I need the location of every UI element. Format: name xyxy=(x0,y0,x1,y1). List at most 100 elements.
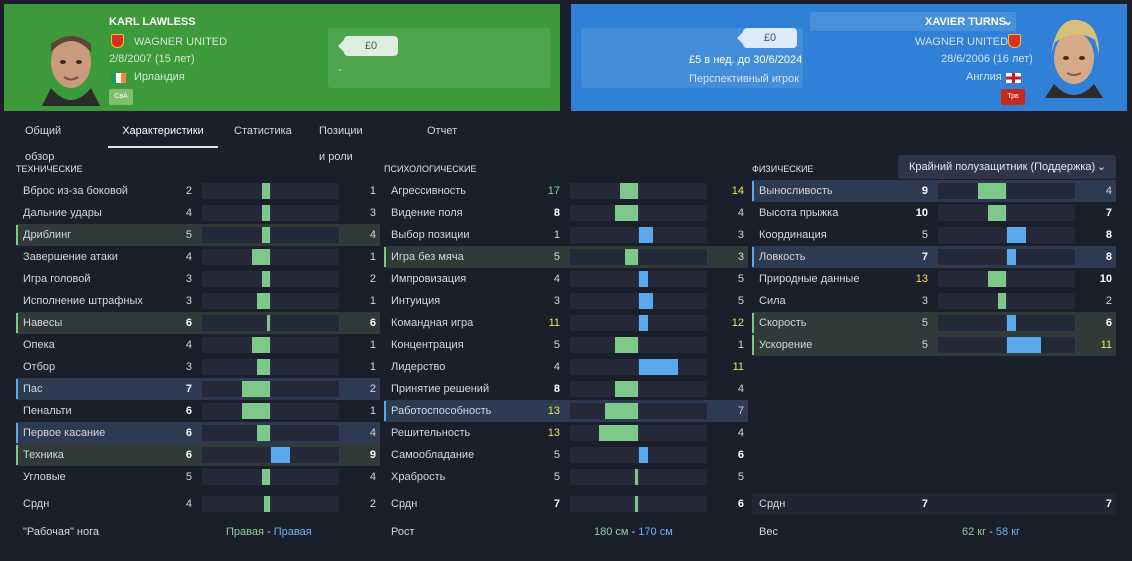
comparison-bar xyxy=(938,315,1075,331)
attribute-label: Опека xyxy=(23,339,55,351)
attribute-row[interactable]: Сила 3 2 xyxy=(752,290,1116,312)
attribute-row[interactable]: Исполнение штрафных 3 1 xyxy=(16,290,380,312)
weight-values: 62 кг - 58 кг xyxy=(962,519,1020,545)
attribute-row[interactable]: Природные данные 13 10 xyxy=(752,268,1116,290)
attribute-row[interactable]: Навесы 6 6 xyxy=(16,312,380,334)
attribute-row[interactable]: Храбрость 5 5 xyxy=(384,466,748,488)
attribute-row[interactable]: Принятие решений 8 4 xyxy=(384,378,748,400)
attribute-row[interactable]: Опека 4 1 xyxy=(16,334,380,356)
role-dropdown-label: Крайний полузащитник (Поддержка) xyxy=(909,161,1096,173)
attribute-row[interactable]: Концентрация 5 1 xyxy=(384,334,748,356)
bar-fill xyxy=(639,271,648,287)
bar-fill xyxy=(599,425,639,441)
tab-positions[interactable]: Позиции и роли xyxy=(319,125,363,163)
attribute-label: Игра без мяча xyxy=(391,251,464,263)
tab-attributes[interactable]: Характеристики xyxy=(108,118,218,148)
attribute-row[interactable]: Импровизация 4 5 xyxy=(384,268,748,290)
weight-row: Вес 62 кг - 58 кг xyxy=(752,519,1116,545)
bar-fill xyxy=(262,183,271,199)
player1-name[interactable]: KARL LAWLESS xyxy=(109,16,196,28)
bar-fill xyxy=(262,469,271,485)
player2-selector[interactable] xyxy=(810,12,1016,31)
tab-overview[interactable]: Общий обзор xyxy=(25,125,62,163)
player2-wage: £5 в нед. до 30/6/2024 xyxy=(689,54,803,66)
attribute-row[interactable]: Ловкость 7 8 xyxy=(752,246,1116,268)
attribute-value-a: 3 xyxy=(185,361,192,373)
attribute-row[interactable]: Угловые 5 4 xyxy=(16,466,380,488)
attribute-row[interactable]: Выносливость 9 4 xyxy=(752,180,1116,202)
attribute-row[interactable]: Лидерство 4 11 xyxy=(384,356,748,378)
attribute-row[interactable]: Техника 6 9 xyxy=(16,444,380,466)
average-value-b: 2 xyxy=(369,498,376,510)
comparison-bar xyxy=(570,359,707,375)
attribute-label: Дальние удары xyxy=(23,207,102,219)
attribute-row[interactable]: Агрессивность 17 14 xyxy=(384,180,748,202)
tab-report[interactable]: Отчет xyxy=(427,125,458,137)
attribute-value-a: 5 xyxy=(921,339,928,351)
attribute-value-a: 10 xyxy=(915,207,928,219)
bar-fill xyxy=(257,359,271,375)
chevron-down-icon: ⌄ xyxy=(1096,161,1106,173)
attribute-row[interactable]: Игра без мяча 5 3 xyxy=(384,246,748,268)
comparison-bar xyxy=(570,293,707,309)
attribute-row[interactable]: Самообладание 5 6 xyxy=(384,444,748,466)
comparison-bar xyxy=(202,315,339,331)
attribute-row[interactable]: Скорость 5 6 xyxy=(752,312,1116,334)
attribute-row[interactable]: Решительность 13 4 xyxy=(384,422,748,444)
comparison-bar xyxy=(202,337,339,353)
comparison-bar xyxy=(938,271,1075,287)
comparison-bar xyxy=(202,381,339,397)
bar-fill xyxy=(998,293,1007,309)
attribute-row[interactable]: Дальние удары 4 3 xyxy=(16,202,380,224)
attribute-label: Импровизация xyxy=(391,273,467,285)
attribute-value-a: 6 xyxy=(185,405,192,417)
bar-fill xyxy=(267,315,271,331)
attribute-value-a: 4 xyxy=(185,251,192,263)
attribute-value-a: 5 xyxy=(185,229,192,241)
attribute-value-b: 8 xyxy=(1105,251,1112,263)
attribute-row[interactable]: Работоспособность 13 7 xyxy=(384,400,748,422)
attribute-row[interactable]: Интуиция 3 5 xyxy=(384,290,748,312)
attribute-value-a: 11 xyxy=(548,317,560,329)
bar-fill xyxy=(978,183,1007,199)
attribute-label: Принятие решений xyxy=(391,383,490,395)
attribute-row[interactable]: Координация 5 8 xyxy=(752,224,1116,246)
comparison-bar xyxy=(570,403,707,419)
player2-face-image xyxy=(1037,14,1111,98)
player1-club[interactable]: WAGNER UNITED xyxy=(134,36,228,48)
tab-statistics[interactable]: Статистика xyxy=(234,125,292,137)
attribute-value-a: 8 xyxy=(553,383,560,395)
attribute-row[interactable]: Пенальти 6 1 xyxy=(16,400,380,422)
bar-fill xyxy=(639,359,678,375)
player2-club[interactable]: WAGNER UNITED xyxy=(915,36,1009,48)
attribute-value-a: 5 xyxy=(921,317,928,329)
attribute-row[interactable]: Отбор 3 1 xyxy=(16,356,380,378)
comparison-bar xyxy=(570,315,707,331)
attribute-label: Высота прыжка xyxy=(759,207,839,219)
chevron-down-icon[interactable]: ⌄ xyxy=(1003,14,1014,28)
height-label: Рост xyxy=(391,526,415,538)
comparison-bar xyxy=(202,205,339,221)
attribute-row[interactable]: Выбор позиции 1 3 xyxy=(384,224,748,246)
attribute-row[interactable]: Пас 7 2 xyxy=(16,378,380,400)
technical-column: ТЕХНИЧЕСКИЕ Вброс из-за боковой 2 1 Дальн… xyxy=(16,158,380,488)
attribute-row[interactable]: Завершение атаки 4 1 xyxy=(16,246,380,268)
attribute-value-a: 1 xyxy=(553,229,560,241)
role-dropdown[interactable]: Крайний полузащитник (Поддержка) ⌄ xyxy=(898,155,1116,179)
attribute-row[interactable]: Видение поля 8 4 xyxy=(384,202,748,224)
attribute-row[interactable]: Игра головой 3 2 xyxy=(16,268,380,290)
attribute-value-a: 7 xyxy=(185,383,192,395)
player2-name[interactable]: XAVIER TURNS xyxy=(925,16,1007,28)
attribute-row[interactable]: Вброс из-за боковой 2 1 xyxy=(16,180,380,202)
attribute-label: Концентрация xyxy=(391,339,464,351)
attribute-row[interactable]: Первое касание 6 4 xyxy=(16,422,380,444)
bar-fill xyxy=(1007,249,1016,265)
physical-header: ФИЗИЧЕСКИЕ xyxy=(752,164,814,174)
attribute-row[interactable]: Ускорение 5 11 xyxy=(752,334,1116,356)
height-values: 180 см - 170 см xyxy=(594,519,673,545)
attribute-row[interactable]: Командная игра 11 12 xyxy=(384,312,748,334)
attribute-row[interactable]: Дриблинг 5 4 xyxy=(16,224,380,246)
attribute-row[interactable]: Высота прыжка 10 7 xyxy=(752,202,1116,224)
comparison-bar xyxy=(938,183,1075,199)
attribute-value-a: 5 xyxy=(553,471,560,483)
